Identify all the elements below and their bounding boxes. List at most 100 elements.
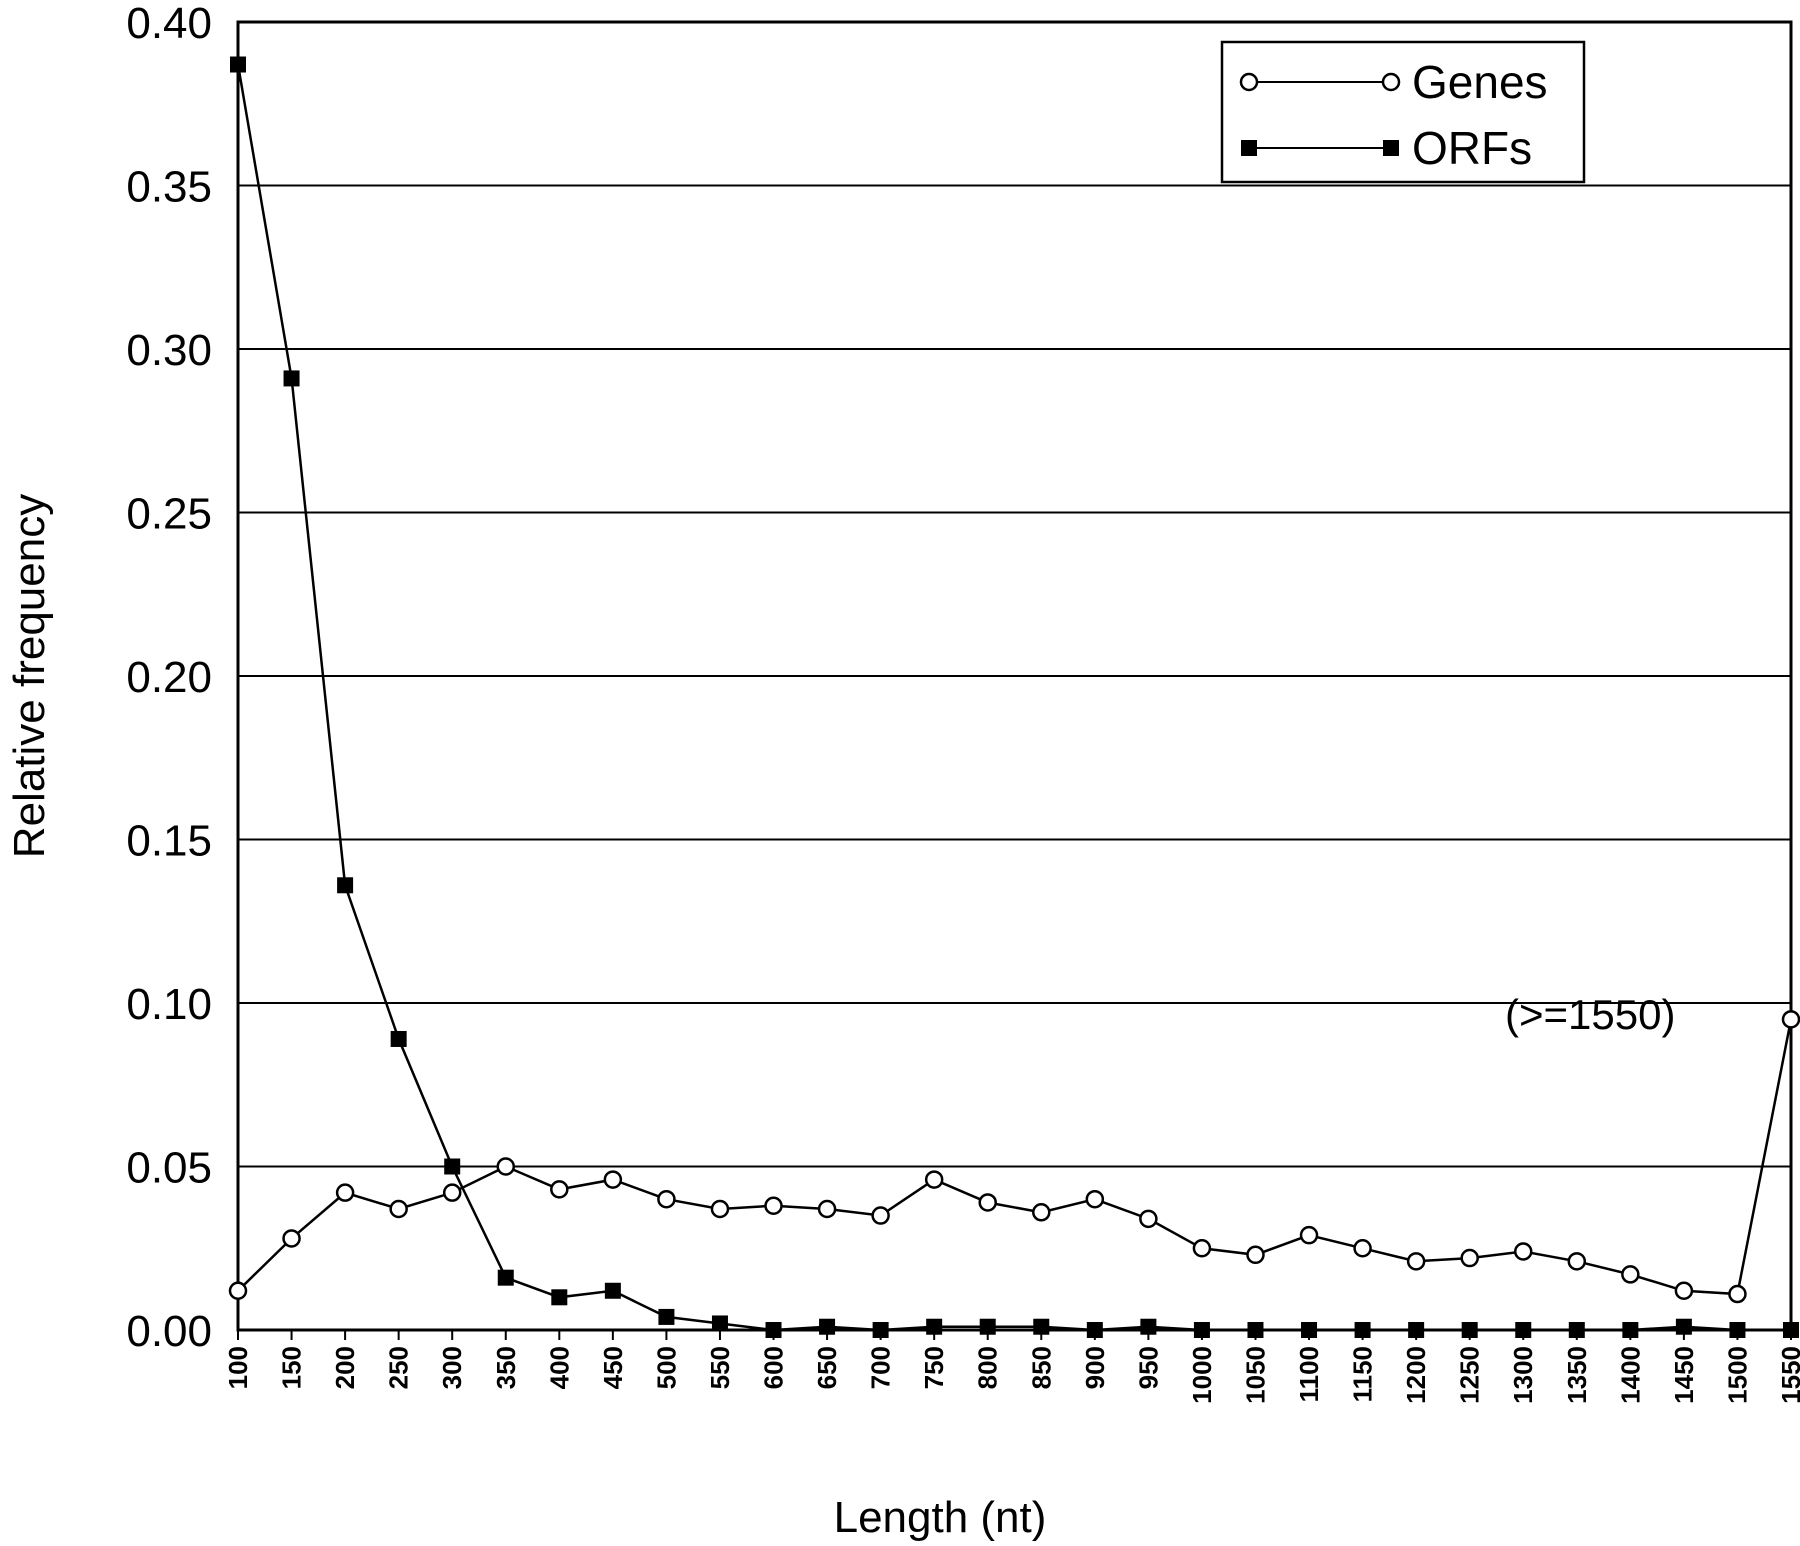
x-tick-label: 1500 (1722, 1346, 1752, 1404)
x-tick-label: 700 (866, 1346, 896, 1389)
y-tick-label: 0.10 (126, 980, 212, 1029)
orfs-point (1515, 1322, 1532, 1338)
genes-point (978, 1193, 997, 1212)
legend-orfs-marker-right (1383, 140, 1399, 156)
orfs-point (1568, 1322, 1585, 1338)
legend: Genes ORFs (1220, 40, 1586, 184)
x-tick-label: 100 (223, 1346, 253, 1389)
y-tick-label: 0.30 (126, 326, 212, 375)
orfs-point (711, 1315, 728, 1332)
orfs-point (390, 1030, 407, 1047)
x-tick-label: 250 (384, 1346, 414, 1389)
genes-point (924, 1170, 944, 1189)
x-tick-label: 750 (919, 1346, 949, 1389)
orfs-point (1622, 1322, 1639, 1338)
y-tick-label: 0.15 (126, 817, 212, 866)
y-tick-label: 0.35 (126, 163, 212, 212)
genes-point (1085, 1189, 1105, 1209)
x-tick-label: 1350 (1562, 1346, 1592, 1404)
x-tick-label: 1100 (1294, 1346, 1324, 1402)
y-tick-label: 0.25 (126, 490, 212, 539)
orfs-line (236, 64, 1791, 1332)
series-orfs (230, 56, 1799, 1338)
genes-point (1299, 1225, 1319, 1245)
orfs-point (1193, 1322, 1210, 1338)
orfs-point (283, 370, 300, 387)
orfs-point (444, 1158, 461, 1175)
genes-point (657, 1189, 676, 1209)
x-tick-label: 650 (812, 1346, 842, 1389)
genes-point (1192, 1239, 1212, 1258)
orfs-point (1301, 1322, 1318, 1338)
x-tick-label: 400 (544, 1346, 574, 1389)
genes-point (1139, 1209, 1158, 1229)
orfs-point (765, 1322, 782, 1338)
genes-point (603, 1170, 623, 1189)
genes-point (1513, 1242, 1533, 1261)
x-tick-label: 1050 (1240, 1346, 1270, 1404)
genes-point (710, 1199, 730, 1219)
orfs-point (1729, 1322, 1746, 1338)
orfs-point (1461, 1322, 1478, 1338)
x-tick-label: 950 (1133, 1346, 1163, 1389)
orfs-point (979, 1318, 996, 1335)
x-tick-label: 550 (705, 1346, 735, 1389)
genes-point (1406, 1252, 1426, 1271)
orfs-point (1783, 1322, 1799, 1338)
y-axis-ticks: 0.00 0.05 0.10 0.15 0.20 0.25 0.30 0.35 0.40 (126, 0, 212, 1356)
genes-point (335, 1183, 355, 1202)
legend-genes-marker-left (1239, 72, 1259, 92)
orfs-point (1408, 1322, 1425, 1338)
genes-point (817, 1199, 837, 1219)
genes-line (237, 1019, 1793, 1296)
y-tick-label: 0.00 (126, 1307, 212, 1356)
orfs-point (819, 1318, 836, 1335)
genes-point (1728, 1284, 1747, 1304)
x-tick-label: 500 (651, 1346, 681, 1389)
genes-point (389, 1199, 408, 1219)
genes-point (1460, 1248, 1479, 1268)
genes-point (496, 1157, 516, 1176)
x-tick-label: 350 (491, 1346, 521, 1389)
genes-point (1621, 1265, 1640, 1284)
orfs-point (551, 1289, 568, 1306)
genes-point (1674, 1281, 1694, 1301)
genes-point (228, 1281, 248, 1301)
orfs-point (604, 1282, 621, 1299)
orfs-point (1354, 1322, 1371, 1338)
series-layer (228, 56, 1800, 1338)
orfs-point (1033, 1318, 1050, 1335)
x-tick-label: 800 (973, 1346, 1003, 1389)
orfs-point (872, 1322, 889, 1338)
x-tick-label: 1450 (1669, 1346, 1699, 1404)
legend-orfs-marker-left (1241, 140, 1257, 156)
orfs-point (1086, 1322, 1103, 1338)
y-axis-title: Relative frequency (5, 494, 54, 858)
genes-point (1353, 1239, 1372, 1258)
x-tick-label: 1000 (1187, 1346, 1217, 1404)
orfs-point (1675, 1318, 1692, 1335)
legend-genes-marker-right (1381, 72, 1401, 92)
x-tick-label: 850 (1026, 1346, 1056, 1389)
orfs-point (1140, 1318, 1157, 1335)
x-axis-title: Length (nt) (834, 1493, 1047, 1542)
orfs-point (658, 1308, 675, 1325)
plot-area (236, 20, 1793, 1332)
genes-point (764, 1196, 783, 1215)
legend-box (1220, 40, 1586, 184)
genes-point (1246, 1245, 1265, 1265)
genes-point (1032, 1203, 1051, 1222)
x-tick-label: 600 (759, 1346, 789, 1389)
series-genes (228, 1010, 1800, 1304)
orfs-point (926, 1318, 943, 1335)
y-tick-label: 0.20 (126, 653, 212, 702)
genes-point (1567, 1252, 1587, 1271)
orfs-point (1247, 1322, 1264, 1338)
gridlines (238, 184, 1791, 1168)
x-tick-label: 1400 (1615, 1346, 1645, 1404)
x-axis-ticks: 100 150 200 250 300 350 400 450 500 550 600 650 700 7… (223, 1330, 1800, 1404)
legend-genes-label: Genes (1412, 56, 1548, 108)
x-tick-label: 200 (330, 1346, 360, 1389)
x-tick-label: 450 (598, 1346, 628, 1389)
